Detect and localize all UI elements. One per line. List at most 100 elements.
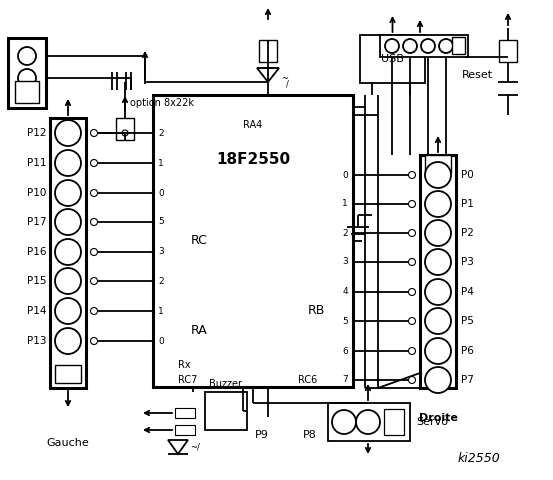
Text: 3: 3 — [342, 257, 348, 266]
Circle shape — [425, 308, 451, 334]
Text: P1: P1 — [461, 199, 474, 209]
Bar — [452, 37, 465, 54]
Circle shape — [55, 298, 81, 324]
Circle shape — [91, 190, 97, 196]
Text: RC6: RC6 — [298, 375, 317, 385]
Text: P6: P6 — [461, 346, 474, 356]
Text: 1: 1 — [158, 307, 164, 315]
Circle shape — [409, 317, 415, 324]
Circle shape — [356, 410, 380, 434]
Circle shape — [332, 410, 356, 434]
Circle shape — [91, 249, 97, 255]
Text: 0: 0 — [158, 189, 164, 197]
Text: 4: 4 — [342, 288, 348, 297]
Circle shape — [409, 171, 415, 179]
Text: RC: RC — [191, 233, 208, 247]
Text: Gauche: Gauche — [46, 438, 90, 448]
Circle shape — [425, 191, 451, 217]
Text: P3: P3 — [461, 257, 474, 267]
Text: 6: 6 — [342, 347, 348, 356]
Text: 2: 2 — [158, 276, 164, 286]
Circle shape — [55, 120, 81, 146]
Bar — [205, 392, 247, 430]
Circle shape — [425, 279, 451, 305]
Circle shape — [425, 162, 451, 188]
Text: P11: P11 — [27, 158, 46, 168]
Text: 5: 5 — [342, 316, 348, 325]
Circle shape — [425, 220, 451, 246]
Text: /: / — [286, 80, 289, 88]
Text: P15: P15 — [27, 276, 46, 286]
Circle shape — [91, 308, 97, 314]
Circle shape — [55, 209, 81, 235]
Circle shape — [55, 268, 81, 294]
Text: Servo: Servo — [416, 417, 448, 427]
Text: 0: 0 — [158, 336, 164, 346]
Bar — [420, 155, 456, 388]
Text: RC7: RC7 — [178, 375, 197, 385]
Circle shape — [55, 239, 81, 265]
Circle shape — [18, 69, 36, 87]
Circle shape — [55, 150, 81, 176]
Text: P16: P16 — [27, 247, 46, 257]
Circle shape — [91, 218, 97, 226]
Bar — [499, 40, 517, 62]
Circle shape — [439, 39, 453, 53]
Text: 2: 2 — [158, 129, 164, 137]
Circle shape — [425, 249, 451, 275]
Text: P5: P5 — [461, 316, 474, 326]
Bar — [55, 365, 81, 383]
Bar — [425, 155, 451, 173]
Text: P17: P17 — [27, 217, 46, 227]
Text: Rx: Rx — [178, 360, 191, 370]
Bar — [328, 403, 410, 441]
Text: 5: 5 — [158, 217, 164, 227]
Bar — [360, 35, 425, 83]
Text: ~/: ~/ — [190, 443, 200, 452]
Circle shape — [409, 229, 415, 237]
Circle shape — [122, 130, 128, 136]
Circle shape — [55, 180, 81, 206]
Text: USB: USB — [381, 54, 404, 64]
Bar — [116, 118, 134, 140]
Text: 1: 1 — [158, 158, 164, 168]
Text: RA: RA — [191, 324, 208, 336]
Text: RB: RB — [308, 303, 325, 316]
Text: 18F2550: 18F2550 — [216, 153, 290, 168]
Bar — [384, 409, 404, 435]
Bar — [8, 38, 46, 108]
Text: ~: ~ — [281, 74, 288, 84]
Text: P14: P14 — [27, 306, 46, 316]
Circle shape — [425, 367, 451, 393]
Text: RA4: RA4 — [243, 120, 263, 130]
Circle shape — [421, 39, 435, 53]
Circle shape — [18, 47, 36, 65]
Bar — [380, 35, 468, 57]
Text: P10: P10 — [27, 188, 46, 198]
Circle shape — [409, 376, 415, 384]
Circle shape — [425, 338, 451, 364]
Text: P12: P12 — [27, 128, 46, 138]
Circle shape — [409, 201, 415, 207]
Text: 3: 3 — [158, 248, 164, 256]
Circle shape — [91, 130, 97, 136]
Circle shape — [55, 328, 81, 354]
Circle shape — [91, 337, 97, 345]
Text: P0: P0 — [461, 170, 474, 180]
Circle shape — [409, 259, 415, 265]
Text: 2: 2 — [342, 228, 348, 238]
Bar — [153, 95, 353, 387]
Circle shape — [409, 288, 415, 296]
Text: 0: 0 — [342, 170, 348, 180]
Bar — [259, 40, 277, 62]
Text: Buzzer: Buzzer — [210, 379, 243, 389]
Bar — [175, 408, 195, 418]
Text: ki2550: ki2550 — [457, 452, 500, 465]
Text: 7: 7 — [342, 375, 348, 384]
Text: Droite: Droite — [419, 413, 457, 423]
Text: P7: P7 — [461, 375, 474, 385]
Text: 1: 1 — [342, 200, 348, 208]
Text: P13: P13 — [27, 336, 46, 346]
Circle shape — [403, 39, 417, 53]
Circle shape — [91, 277, 97, 285]
